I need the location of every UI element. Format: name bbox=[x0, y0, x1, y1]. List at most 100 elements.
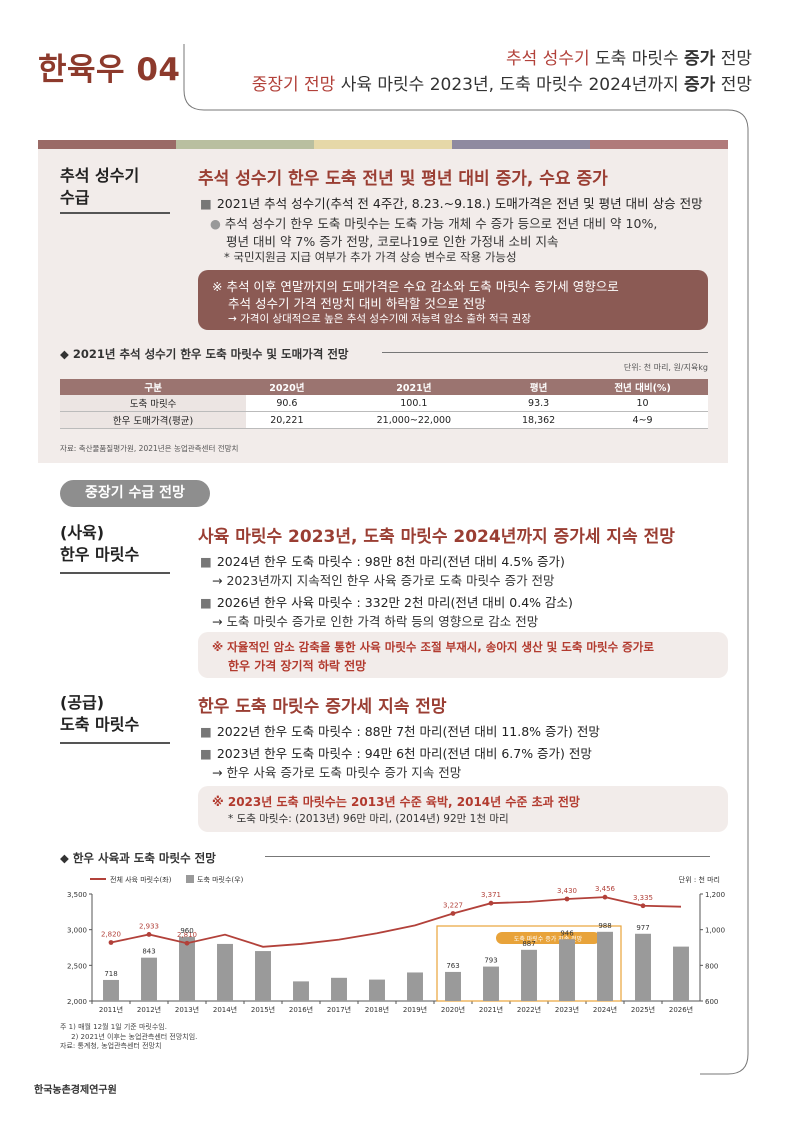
tick-label-x: 2023년 bbox=[555, 1005, 579, 1014]
tick-label-x: 2012년 bbox=[137, 1005, 161, 1014]
line-data-label: 3,371 bbox=[481, 891, 501, 899]
line-point bbox=[108, 940, 114, 945]
divider bbox=[382, 352, 708, 353]
table-cell: 20,221 bbox=[246, 411, 328, 429]
line-series bbox=[108, 894, 682, 948]
line-point bbox=[602, 894, 608, 900]
tick-label-x: 2026년 bbox=[669, 1005, 693, 1014]
sub-item: → 한우 사육 증가로 도축 마릿수 증가 지속 전망 bbox=[212, 765, 462, 780]
bar-data-label: 977 bbox=[636, 924, 649, 932]
side-title-rule bbox=[60, 212, 170, 214]
bar bbox=[407, 972, 423, 1001]
tick-label-x: 2017년 bbox=[327, 1005, 351, 1014]
bar-series bbox=[103, 931, 689, 1001]
side-title-rule bbox=[60, 742, 170, 744]
table-cell: 100.1 bbox=[327, 395, 501, 412]
table-header: 구분 bbox=[60, 379, 247, 395]
bullet-item: ■ 2026년 한우 사육 마릿수 : 332만 2천 마리(전년 대비 0.4%… bbox=[200, 595, 573, 610]
bar bbox=[673, 946, 689, 1001]
footer-publisher: 한국농촌경제연구원 bbox=[34, 1085, 117, 1096]
header-subtitle-2: 중장기 전망 사육 마릿수 2023년, 도축 마릿수 2024년까지 증가 전… bbox=[251, 75, 752, 95]
callout-box: ※ 추석 이후 연말까지의 도매가격은 수요 감소와 도축 마릿수 증가세 영향… bbox=[198, 270, 708, 330]
legend-label: 전체 사육 마릿수(좌) bbox=[110, 875, 172, 884]
table-cell: 93.3 bbox=[500, 395, 578, 412]
sub-item: → 도축 마릿수 증가로 인한 가격 하락 등의 영향으로 감소 전망 bbox=[212, 614, 539, 629]
line-point bbox=[564, 896, 570, 902]
callout-line: * 도축 마릿수: (2013년) 96만 마리, (2014년) 92만 1천… bbox=[228, 813, 509, 825]
bullet-item: ■ 2024년 한우 도축 마릿수 : 98만 8천 마리(전년 대비 4.5% … bbox=[200, 554, 565, 569]
tick-label-x: 2019년 bbox=[403, 1005, 427, 1014]
bar-data-label: 718 bbox=[104, 970, 117, 978]
tick-label-x: 2011년 bbox=[99, 1005, 123, 1014]
note-line: 2) 2021년 이후는 농업관측센터 전망치임. bbox=[60, 1032, 198, 1041]
table-header: 2020년 bbox=[246, 379, 328, 395]
chart-unit: 단위 : 천 마리 bbox=[679, 875, 720, 884]
line-data-label: 3,456 bbox=[595, 885, 616, 893]
chart-title: ◆ 한우 사육과 도축 마릿수 전망 bbox=[60, 851, 216, 865]
bar bbox=[483, 966, 499, 1001]
callout-box: ※ 2023년 도축 마릿수는 2013년 수준 육박, 2014년 수준 초과… bbox=[198, 786, 728, 832]
bar-data-label: 793 bbox=[484, 957, 497, 965]
tick-label-right: 1,000 bbox=[705, 927, 725, 935]
callout-line: ※ 추석 이후 연말까지의 도매가격은 수요 감소와 도축 마릿수 증가세 영향… bbox=[212, 279, 619, 294]
tick-label-x: 2025년 bbox=[631, 1005, 655, 1014]
line-data-label: 3,430 bbox=[557, 887, 577, 895]
tick-label-x: 2013년 bbox=[175, 1005, 199, 1014]
side-title-line1: (공급) bbox=[60, 693, 105, 712]
bar bbox=[217, 943, 233, 1001]
sub-item-cont: 평년 대비 약 7% 증가 전망, 코로나19로 인한 가정내 소비 지속 bbox=[226, 234, 559, 249]
tick-label-x: 2015년 bbox=[251, 1005, 275, 1014]
note-line: 자료: 통계청, 농업관측센터 전망치 bbox=[60, 1042, 162, 1050]
bar-data-label: 960 bbox=[180, 927, 193, 935]
side-title-line1: 추석 성수기 bbox=[60, 166, 140, 185]
callout-line: ※ 2023년 도축 마릿수는 2013년 수준 육박, 2014년 수준 초과… bbox=[212, 795, 580, 809]
tick-label-x: 2021년 bbox=[479, 1005, 503, 1014]
table-cell: 21,000~22,000 bbox=[327, 411, 501, 429]
tick-label-x: 2020년 bbox=[441, 1005, 465, 1014]
tick-label-left: 3,000 bbox=[67, 927, 87, 935]
bar bbox=[331, 977, 347, 1001]
table-header-row: 구분 2020년 2021년 평년 전년 대비(%) bbox=[60, 379, 708, 395]
table-cell: 도축 마릿수 bbox=[60, 395, 247, 412]
color-band bbox=[38, 140, 728, 149]
side-title-line2: 한우 마릿수 bbox=[60, 545, 140, 564]
bar bbox=[597, 931, 613, 1001]
table-header: 전년 대비(%) bbox=[577, 379, 708, 395]
table-cell: 한우 도매가격(평균) bbox=[60, 411, 247, 429]
header-subtitle-1: 추석 성수기 도축 마릿수 증가 전망 bbox=[506, 49, 752, 69]
bar bbox=[635, 933, 651, 1001]
bar-data-label: 763 bbox=[446, 962, 459, 970]
chart-axes: 2,000 2,500 3,000 3,500 600 800 1,000 1,200 2011… bbox=[67, 891, 725, 1014]
tick-label-right: 600 bbox=[705, 998, 718, 1006]
bar bbox=[521, 949, 537, 1001]
tick-label-x: 2016년 bbox=[289, 1005, 313, 1014]
tick-label-left: 2,000 bbox=[67, 998, 87, 1006]
tick-label-x: 2024년 bbox=[593, 1005, 617, 1014]
tick-label-x: 2014년 bbox=[213, 1005, 237, 1014]
chart-labels: 2,820 2,933 2,810 3,227 3,371 3,430 3,456 3,335… bbox=[101, 885, 653, 978]
section-title: 사육 마릿수 2023년, 도축 마릿수 2024년까지 증가세 지속 전망 bbox=[198, 527, 675, 547]
section-number: 한육우 04 bbox=[38, 52, 181, 88]
chart-notes: 주 1) 매월 12월 1일 기준 마릿수임. 2) 2021년 이후는 농업관… bbox=[60, 1023, 197, 1052]
tick-label-x: 2018년 bbox=[365, 1005, 389, 1014]
sub-item: ● 추석 성수기 한우 도축 마릿수는 도축 가능 개체 수 증가 등으로 전년… bbox=[210, 216, 658, 231]
line-point bbox=[184, 940, 190, 946]
line-data-label: 3,227 bbox=[443, 901, 463, 909]
section-pill: 중장기 수급 전망 bbox=[60, 480, 210, 507]
chart-legend: 전체 사육 마릿수(좌) 도축 마릿수(우) bbox=[90, 875, 244, 884]
forecast-table: 구분 2020년 2021년 평년 전년 대비(%) 도축 마릿수 90.6 1… bbox=[60, 379, 708, 429]
tick-label-left: 2,500 bbox=[67, 962, 87, 970]
callout-line: 한우 가격 장기적 하락 전망 bbox=[228, 659, 367, 673]
line-data-label: 3,335 bbox=[633, 894, 653, 902]
bar bbox=[445, 971, 461, 1001]
table-cell: 90.6 bbox=[246, 395, 328, 412]
line-point bbox=[640, 903, 646, 909]
tick-label-left: 3,500 bbox=[67, 891, 87, 899]
bar-data-label: 988 bbox=[598, 922, 611, 930]
side-title-rule bbox=[60, 572, 170, 574]
bar bbox=[559, 939, 575, 1001]
sub-item: → 2023년까지 지속적인 한우 사육 증가로 도축 마릿수 증가 전망 bbox=[212, 573, 555, 588]
table-source: 자료: 축산물품질평가원, 2021년은 농업관측센터 전망치 bbox=[60, 444, 239, 453]
side-title-line1: (사육) bbox=[60, 523, 105, 542]
table-header: 평년 bbox=[500, 379, 578, 395]
